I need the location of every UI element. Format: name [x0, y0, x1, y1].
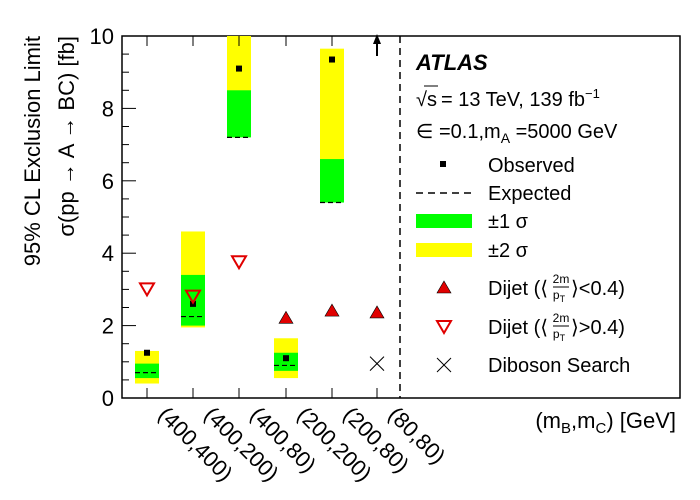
observed-point: [144, 349, 150, 356]
y-tick-label: 4: [102, 241, 114, 266]
y-axis-label-line1: 95% CL Exclusion Limit: [20, 36, 45, 266]
observed-point: [283, 355, 289, 362]
dijet-gt-point: [184, 289, 202, 305]
params-label: ∈ =0.1,mA =5000 GeV: [416, 121, 618, 146]
atlas-label: ATLAS: [415, 50, 488, 75]
observed-point: [236, 65, 242, 72]
y-tick-label: 6: [102, 169, 114, 194]
dijet-lt-point: [278, 310, 294, 324]
legend-two-sigma-swatch: [416, 243, 472, 257]
legend-diboson-marker: [436, 357, 452, 373]
energy-label: √s = 13 TeV, 139 fb−1: [416, 85, 600, 111]
svg-text:√s= 13 TeV, 139 fb−1: √s = 13 TeV, 139 fb−1: [416, 86, 600, 111]
one-sigma-band: [227, 90, 251, 138]
svg-text:⟩>0.4): ⟩>0.4): [571, 317, 625, 339]
svg-text:⟩<0.4): ⟩<0.4): [571, 278, 625, 300]
legend-observed-marker: [440, 161, 446, 167]
one-sigma-band: [320, 159, 344, 203]
svg-text:2m: 2m: [553, 311, 570, 325]
x-tick-labels: (400,400)(400,200)(400,80)(200,200)(200,…: [153, 402, 450, 486]
legend-expected: Expected: [488, 183, 571, 205]
y-tick-label: 10: [90, 24, 114, 49]
legend: ATLAS √s = 13 TeV, 139 fb−1 ∈ =0.1,mA =50…: [415, 50, 630, 377]
dijet-lt-point: [324, 303, 340, 317]
x-axis-label: (mB,mC) [GeV]: [535, 408, 676, 437]
legend-two-sigma: ±2 σ: [488, 240, 529, 262]
svg-text:Dijet (⟨: Dijet (⟨: [488, 278, 548, 300]
legend-dijet-gt-marker: [435, 320, 453, 335]
legend-dijet-gt: Dijet (⟨ 2m pT ⟩>0.4): [488, 311, 625, 343]
legend-dijet-lt-marker: [436, 280, 452, 294]
data-markers: [138, 34, 385, 371]
one-sigma-band: [181, 274, 205, 326]
y-tick-label: 8: [102, 96, 114, 121]
y-tick-label: 0: [102, 386, 114, 411]
svg-text:2m: 2m: [553, 272, 570, 286]
diboson-point: [369, 356, 385, 371]
legend-diboson: Diboson Search: [488, 355, 630, 377]
dijet-lt-point: [369, 305, 385, 319]
dijet-gt-point: [138, 282, 156, 298]
legend-one-sigma: ±1 σ: [488, 211, 529, 233]
legend-one-sigma-swatch: [416, 214, 472, 228]
y-axis-label-line2: σ(pp → A → BC) [fb]: [54, 36, 79, 237]
uncertainty-bands: [135, 36, 344, 384]
svg-text:pT: pT: [553, 288, 566, 304]
dijet-gt-point: [230, 255, 248, 271]
svg-text:pT: pT: [553, 327, 566, 343]
y-axis: 0 2 4 6 8 10: [90, 24, 378, 411]
one-sigma-band: [274, 352, 298, 371]
observed-point: [329, 56, 335, 63]
legend-dijet-lt: Dijet (⟨ 2m pT ⟩<0.4): [488, 272, 625, 304]
legend-observed: Observed: [488, 155, 575, 177]
svg-text:Dijet (⟨: Dijet (⟨: [488, 317, 548, 339]
one-sigma-band: [135, 363, 159, 379]
y-tick-label: 2: [102, 314, 114, 339]
